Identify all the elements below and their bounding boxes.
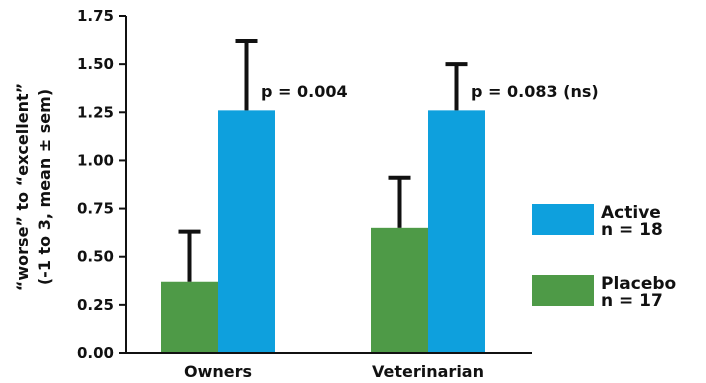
bar-active-owners [218,110,275,353]
y-tick-label: 0.50 [77,248,114,266]
x-category-label: Owners [184,362,252,381]
y-tick-label: 0.75 [77,200,114,218]
bars [161,39,485,353]
y-axis-ticks: 0.00 0.25 0.50 0.75 1.00 1.25 1.50 1.75 [77,7,126,362]
y-tick-label: 1.75 [77,7,114,25]
y-tick-label: 1.50 [77,55,114,73]
bar-placebo-owners [161,281,218,353]
y-axis-title: “worse” to “excellent” (-1 to 3, mean ± … [13,83,54,291]
p-value-label: p = 0.004 [261,82,348,101]
y-tick-label: 1.00 [77,151,114,169]
y-tick-label: 0.00 [77,344,114,362]
y-tick-label: 0.25 [77,296,114,314]
legend-label-active: Active [601,203,661,223]
legend-n-placebo: n = 17 [601,291,663,311]
legend-n-active: n = 18 [601,220,663,240]
x-category-label: Veterinarian [372,362,484,381]
y-tick-label: 1.25 [77,103,114,121]
bar-active-veterinarian [428,110,485,353]
p-value-label: p = 0.083 (ns) [471,82,599,101]
y-axis-title-line1: “worse” to “excellent” [13,83,32,291]
bar-placebo-veterinarian [371,227,428,353]
legend-swatch-placebo [532,275,594,306]
p-value-annotations: p = 0.004 p = 0.083 (ns) [261,82,599,101]
y-axis-title-line2: (-1 to 3, mean ± sem) [35,89,54,285]
legend-label-placebo: Placebo [601,274,676,294]
x-axis-labels: Owners Veterinarian [184,362,484,381]
legend-swatch-active [532,204,594,235]
